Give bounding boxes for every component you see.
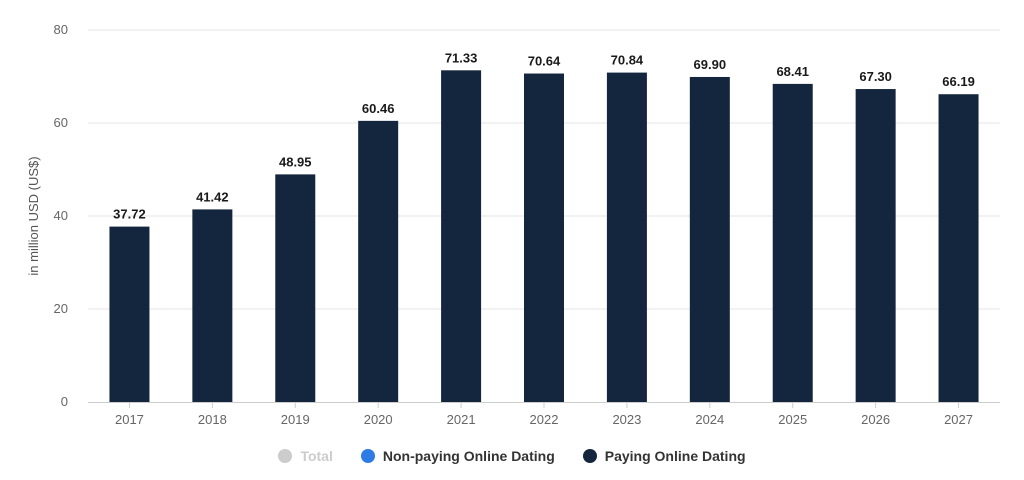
value-label-2023: 70.84 [611,53,644,68]
x-tick-label-2020: 2020 [364,412,393,427]
value-label-2022: 70.64 [528,54,561,69]
bars [109,70,979,403]
y-tick-label: 80 [54,22,68,37]
bar-2018[interactable] [192,209,233,402]
y-axis-title: in million USD (US$) [26,156,41,275]
x-tick-label-2024: 2024 [695,412,724,427]
bar-chart: 0 20 40 60 80 in million USD (US$) 37.72 41.4… [26,22,1000,427]
bar-2017[interactable] [109,226,150,402]
x-tick-label-2025: 2025 [778,412,807,427]
bar-2019[interactable] [275,174,316,402]
x-tick-label-2026: 2026 [861,412,890,427]
chart-legend: Total Non-paying Online Dating Paying Onli… [0,448,1024,464]
x-tick-label-2023: 2023 [612,412,641,427]
x-tick-label-2018: 2018 [198,412,227,427]
value-label-2025: 68.41 [776,64,809,79]
legend-dot-icon [582,449,597,463]
legend-label: Paying Online Dating [604,448,746,464]
legend-item-paying-online-dating[interactable]: Paying Online Dating [582,448,746,464]
bar-2020[interactable] [358,120,399,403]
x-tick-label-2022: 2022 [530,412,559,427]
value-labels: 37.72 41.42 48.95 60.46 71.33 70.64 70.84 69.90… [113,50,975,221]
bar-2023[interactable] [606,72,647,403]
legend-label: Non-paying Online Dating [382,448,555,464]
value-label-2027: 66.19 [942,74,975,89]
y-tick-label: 20 [54,301,68,316]
y-axis-ticks: 0 20 40 60 80 [54,22,68,409]
legend-item-non-paying-online-dating[interactable]: Non-paying Online Dating [360,448,555,464]
x-tick-label-2019: 2019 [281,412,310,427]
x-axis-ticks: 2017 2018 2019 2020 2021 2022 2023 2024 2025 2026… [115,402,973,427]
bar-2027[interactable] [938,94,979,403]
bar-2025[interactable] [772,83,813,403]
value-label-2019: 48.95 [279,154,312,169]
y-tick-label: 40 [54,208,68,223]
x-tick-label-2027: 2027 [944,412,973,427]
value-label-2018: 41.42 [196,189,229,204]
y-tick-label: 0 [61,394,68,409]
bar-2022[interactable] [524,73,564,403]
legend-label: Total [300,448,333,464]
legend-item-total[interactable]: Total [278,448,333,464]
legend-dot-icon [278,449,293,463]
value-label-2021: 71.33 [445,50,478,65]
bar-2024[interactable] [689,76,730,402]
x-tick-label-2017: 2017 [115,412,144,427]
bar-2026[interactable] [855,89,896,403]
value-label-2020: 60.46 [362,101,395,116]
value-label-2017: 37.72 [113,207,146,222]
x-tick-label-2021: 2021 [447,412,476,427]
value-label-2026: 67.30 [859,69,892,84]
legend-dot-icon [360,449,375,463]
value-label-2024: 69.90 [694,57,727,72]
y-tick-label: 60 [54,115,68,130]
bar-2021[interactable] [441,70,482,403]
